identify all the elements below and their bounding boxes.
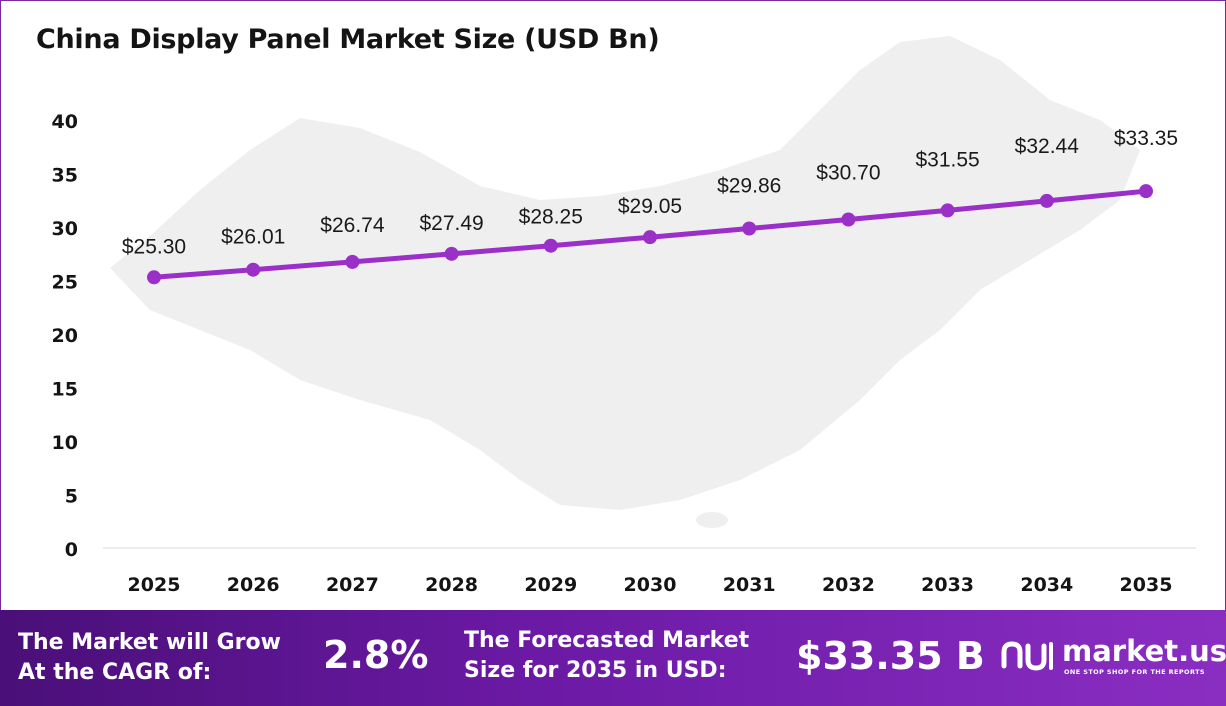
x-tick-label: 2035	[1120, 574, 1173, 596]
data-point	[345, 254, 360, 269]
cagr-label: The Market will Grow At the CAGR of:	[18, 628, 281, 688]
x-tick-label: 2027	[326, 574, 379, 596]
island-shape	[696, 512, 728, 528]
y-tick-label: 20	[52, 325, 78, 347]
chart-title: China Display Panel Market Size (USD Bn)	[36, 24, 660, 55]
footer-banner: The Market will Grow At the CAGR of: 2.8…	[0, 610, 1226, 706]
y-axis: 0 5 10 15 20 25 30 35 40	[52, 111, 78, 561]
x-axis: 2025 2026 2027 2028 2029 2030 2031 2032 2033 2034…	[128, 574, 1173, 596]
x-tick-label: 2033	[921, 574, 974, 596]
data-label: $25.30	[122, 235, 186, 258]
cagr-label-line1: The Market will Grow	[18, 630, 281, 655]
data-point	[147, 270, 161, 285]
x-tick-label: 2025	[128, 574, 181, 596]
market-us-logo-icon	[1001, 641, 1053, 671]
data-label: $31.55	[915, 148, 979, 171]
data-point	[543, 238, 558, 253]
x-tick-label: 2029	[524, 574, 577, 596]
data-point	[940, 203, 955, 218]
y-tick-label: 15	[52, 379, 78, 401]
data-points	[147, 184, 1153, 285]
forecast-label-line2: Size for 2035 in USD:	[464, 658, 727, 683]
china-map-silhouette	[110, 36, 1140, 510]
data-label: $29.86	[717, 174, 781, 197]
y-tick-label: 30	[52, 218, 78, 240]
x-tick-label: 2032	[822, 574, 875, 596]
data-label: $30.70	[816, 162, 880, 185]
data-label: $32.44	[1015, 135, 1080, 158]
data-point	[246, 262, 261, 277]
data-label: $26.74	[320, 214, 385, 237]
y-tick-label: 0	[65, 539, 78, 561]
data-point	[643, 230, 657, 245]
x-tick-label: 2026	[227, 574, 280, 596]
x-tick-label: 2030	[624, 574, 677, 596]
cagr-value: 2.8%	[323, 633, 429, 677]
x-tick-label: 2028	[425, 574, 478, 596]
data-labels: $25.30 $26.01 $26.74 $27.49 $28.25 $29.05 $29.…	[122, 127, 1178, 258]
forecast-label: The Forecasted Market Size for 2035 in U…	[464, 626, 749, 686]
data-point	[444, 246, 459, 261]
x-tick-label: 2031	[723, 574, 776, 596]
data-point	[841, 212, 856, 227]
data-label: $33.35	[1114, 127, 1178, 150]
data-label: $28.25	[519, 206, 583, 229]
data-point	[1139, 184, 1153, 199]
data-label: $27.49	[419, 212, 483, 235]
forecast-value: $33.35 B	[796, 634, 985, 678]
data-label: $26.01	[221, 226, 285, 249]
data-point	[1039, 193, 1054, 208]
x-tick-label: 2034	[1020, 574, 1073, 596]
data-label: $29.05	[618, 195, 682, 218]
cagr-label-line2: At the CAGR of:	[18, 660, 212, 685]
y-tick-label: 40	[52, 111, 78, 133]
data-point	[742, 221, 757, 236]
logo-tagline: ONE STOP SHOP FOR THE REPORTS	[1064, 668, 1205, 676]
y-tick-label: 35	[52, 165, 78, 187]
forecast-label-line1: The Forecasted Market	[464, 628, 750, 653]
y-tick-label: 25	[52, 272, 78, 294]
y-tick-label: 10	[52, 432, 78, 454]
y-tick-label: 5	[65, 486, 78, 508]
logo-text: market.us	[1062, 634, 1226, 668]
